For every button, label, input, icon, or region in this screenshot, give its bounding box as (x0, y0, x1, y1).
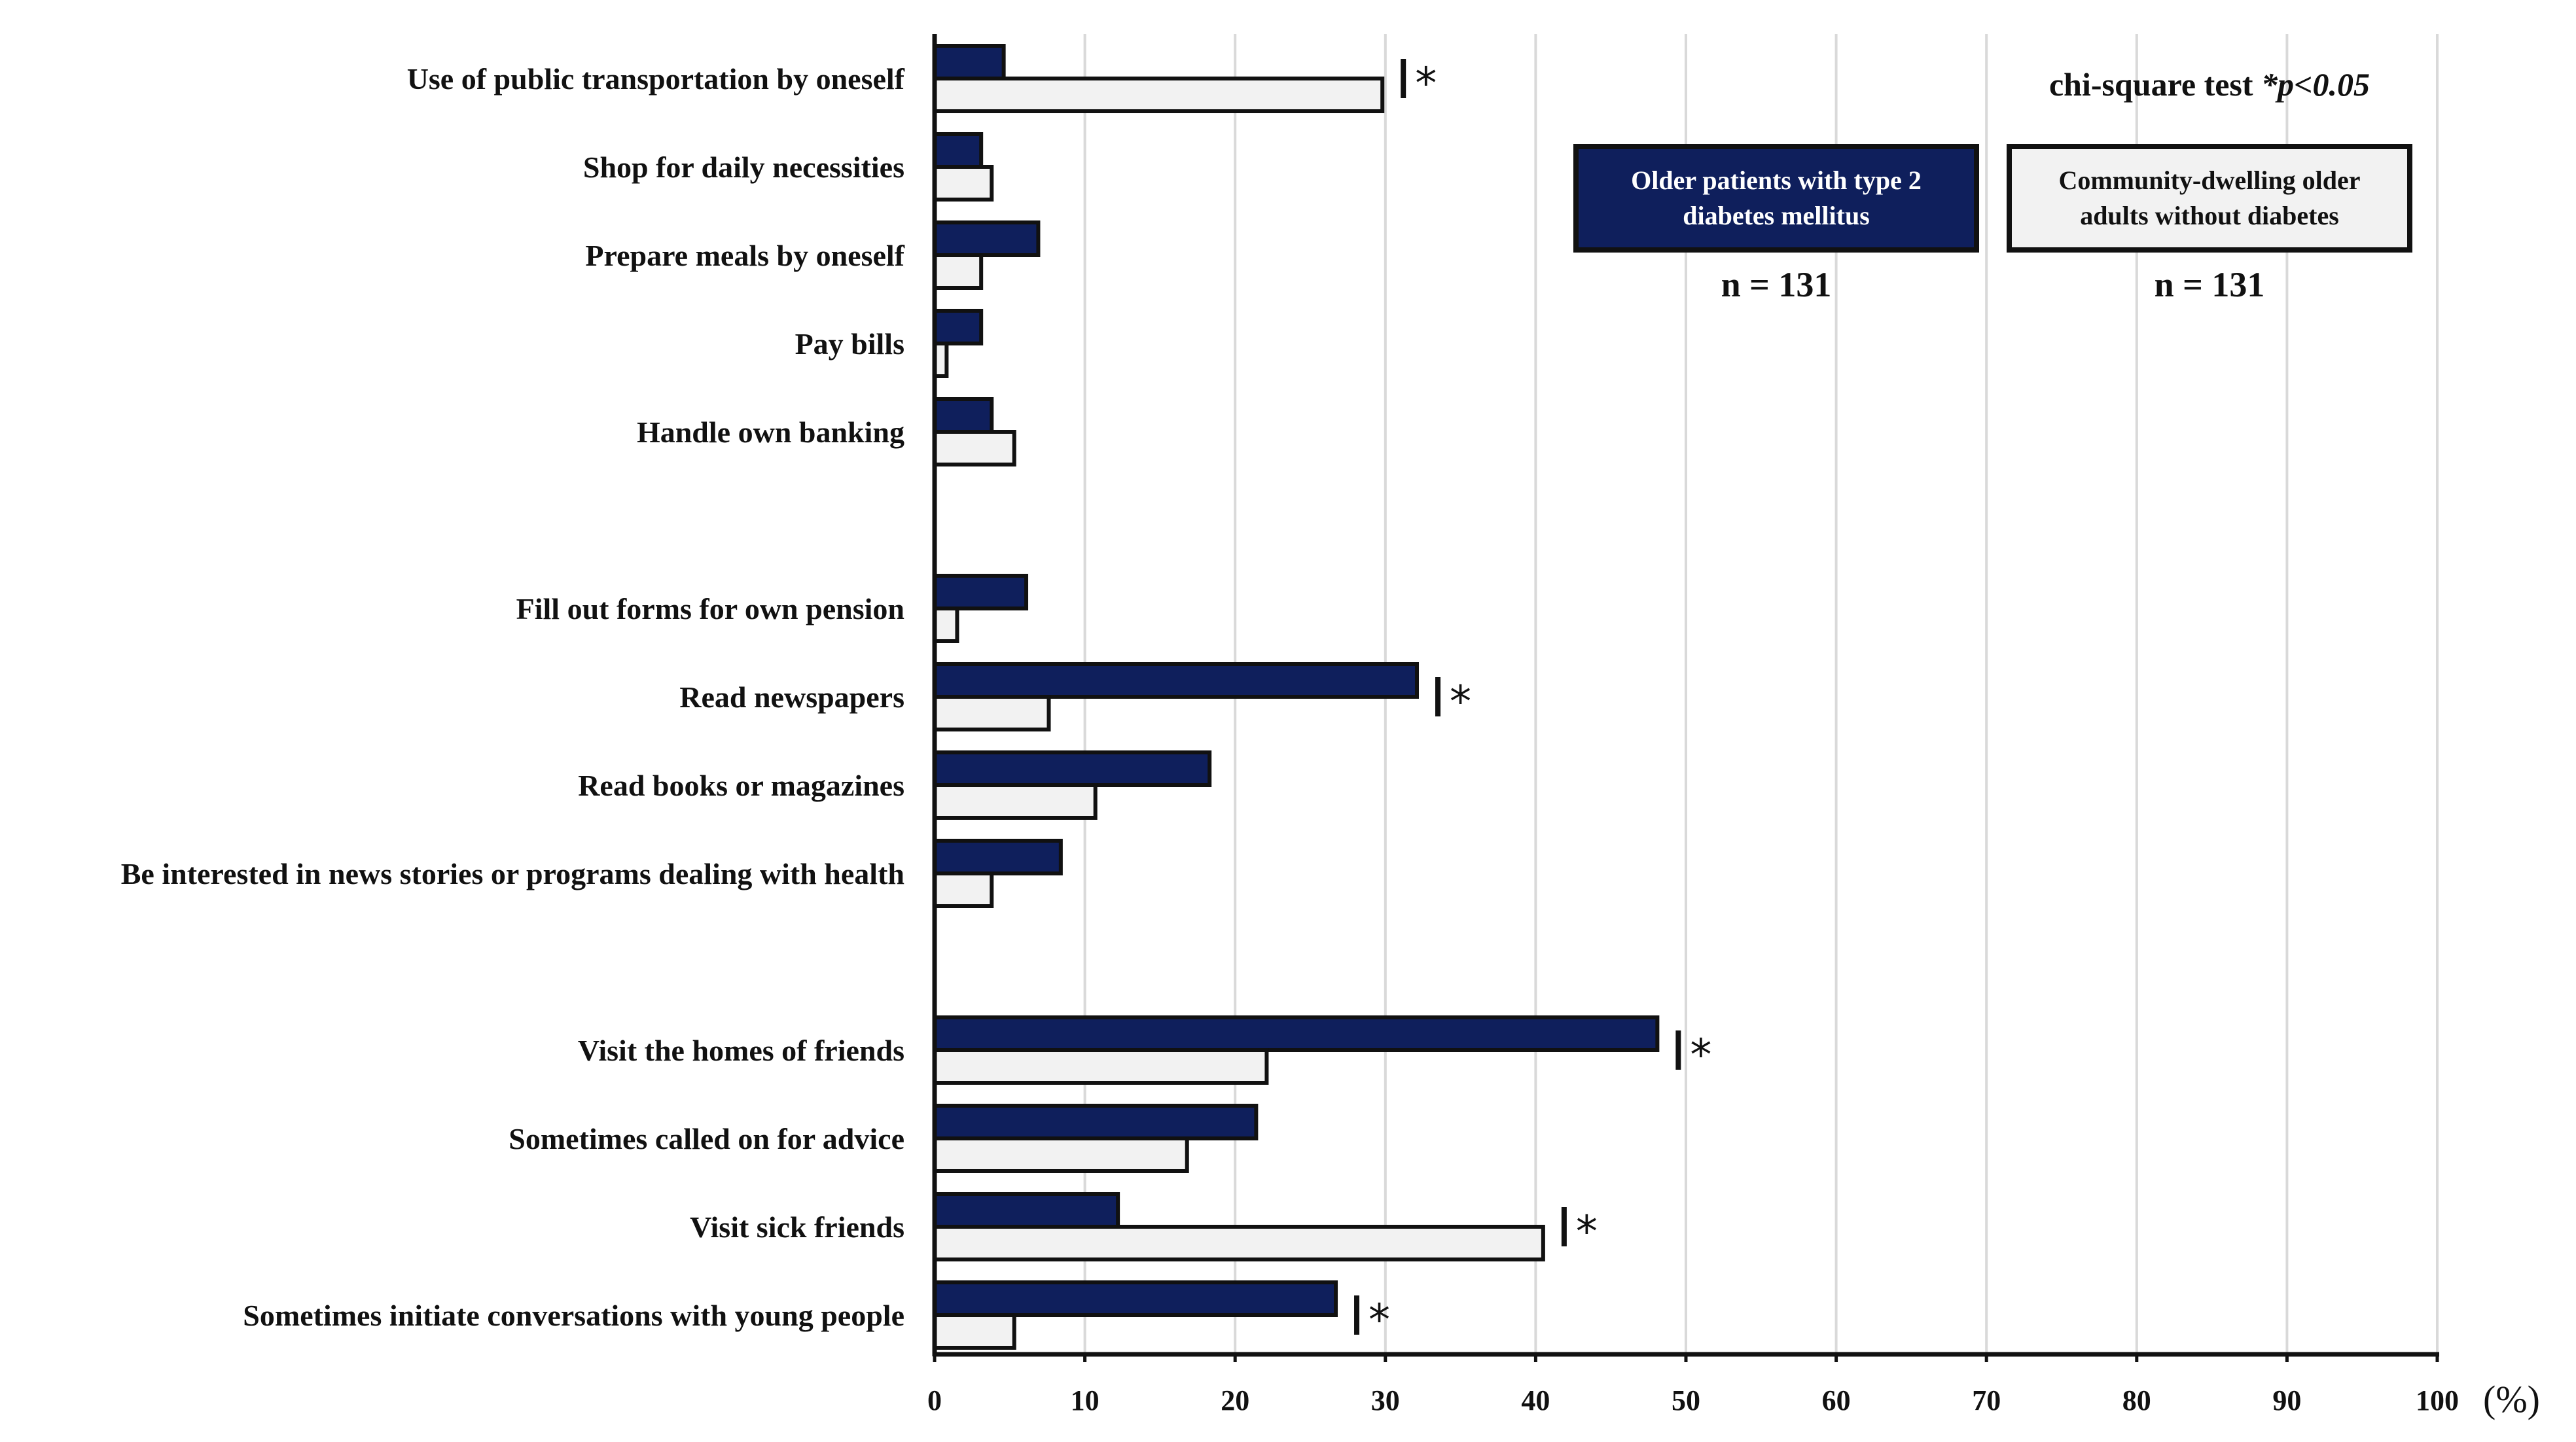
significance-markers: * * * * * (1354, 58, 1711, 1345)
legend-item-community: Community-dwelling older adults without … (2007, 144, 2412, 253)
significance-star: * (1368, 1295, 1390, 1345)
legend-n-community: n = 131 (2154, 265, 2265, 304)
legend-label-diabetes: Older patients with type 2 diabetes mell… (1631, 166, 1922, 230)
bar-diabetes (933, 1104, 1259, 1140)
bar-diabetes (933, 309, 984, 345)
bar-community (933, 77, 1385, 113)
x-tick-label: 90 (2272, 1384, 2301, 1416)
legend-label-community: Community-dwelling older adults without … (2058, 166, 2361, 230)
bar-community (933, 607, 959, 643)
test-label: chi-square test (2048, 66, 2262, 103)
category-label: Read books or magazines (578, 769, 904, 802)
x-tick-label: 20 (1221, 1384, 1249, 1416)
significance-star: * (1576, 1206, 1598, 1257)
category-label: Prepare meals by oneself (585, 239, 904, 272)
bar-community (933, 253, 984, 290)
x-tick-label: 80 (2122, 1384, 2151, 1416)
bars (933, 44, 1660, 1350)
bar-community (933, 1136, 1189, 1173)
category-label: Visit the homes of friends (578, 1034, 904, 1067)
bar-community (933, 1225, 1545, 1261)
bar-community (933, 1048, 1269, 1085)
bar-diabetes (933, 1280, 1338, 1317)
bar-diabetes (933, 220, 1041, 257)
bar-community (933, 783, 1098, 820)
bar-diabetes (933, 662, 1420, 699)
category-label: Read newspapers (679, 680, 904, 714)
category-label: Handle own banking (637, 415, 904, 449)
bar-community (933, 695, 1051, 731)
x-tick-label: 30 (1371, 1384, 1400, 1416)
bar-community (933, 871, 994, 908)
category-label: Be interested in news stories or program… (121, 857, 904, 890)
bar-diabetes (933, 839, 1063, 875)
bar-community (933, 1313, 1016, 1350)
category-label: Visit sick friends (690, 1210, 904, 1244)
test-p-value: *p<0.05 (2261, 66, 2370, 103)
significance-star: * (1450, 677, 1471, 727)
category-label: Sometimes initiate conversations with yo… (243, 1299, 904, 1332)
test-annotation: chi-square test *p<0.05 (2007, 65, 2412, 103)
bar-diabetes (933, 1015, 1660, 1052)
bar-diabetes (933, 132, 984, 169)
category-label: Use of public transportation by oneself (407, 62, 905, 96)
bar-diabetes (933, 44, 1006, 80)
bar-diabetes (933, 1192, 1120, 1229)
category-label: Shop for daily necessities (583, 150, 904, 184)
bar-diabetes (933, 397, 994, 434)
gridlines (1083, 34, 2439, 1354)
x-unit-label: (%) (2483, 1378, 2540, 1420)
x-tick-label: 100 (2416, 1384, 2459, 1416)
axes (932, 34, 2439, 1362)
significance-star: * (1415, 58, 1437, 109)
category-label: Fill out forms for own pension (516, 592, 904, 625)
bar-diabetes (933, 750, 1212, 787)
x-tick-label: 40 (1521, 1384, 1550, 1416)
x-tick-label: 0 (927, 1384, 942, 1416)
category-label: Pay bills (795, 327, 904, 360)
x-tick-label: 50 (1672, 1384, 1700, 1416)
bar-diabetes (933, 574, 1029, 610)
legend-n-diabetes: n = 131 (1721, 265, 1832, 304)
bar-community (933, 430, 1016, 466)
category-label: Sometimes called on for advice (509, 1122, 904, 1155)
x-tick-label: 10 (1071, 1384, 1100, 1416)
x-tick-labels: 0 10 20 30 40 50 60 70 80 90 100 (927, 1384, 2459, 1416)
significance-star: * (1690, 1030, 1711, 1080)
legend-item-diabetes: Older patients with type 2 diabetes mell… (1573, 144, 1979, 253)
bar-community (933, 165, 994, 202)
x-tick-label: 60 (1822, 1384, 1851, 1416)
x-tick-label: 70 (1972, 1384, 2001, 1416)
category-labels: Use of public transportation by oneself S… (121, 62, 905, 1332)
